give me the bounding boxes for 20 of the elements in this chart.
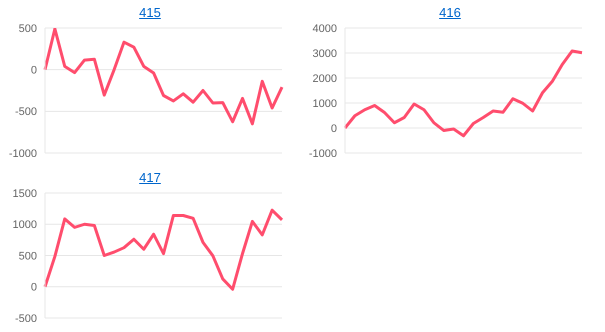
line-series [44,208,284,291]
y-tick-label: 1000 [12,219,37,232]
y-tick-label: 0 [330,122,337,135]
y-tick-label: 3000 [312,48,337,60]
y-tick-label: 0 [30,282,37,294]
y-tick-label: 500 [18,22,37,35]
y-tick-label: 0 [30,64,37,77]
y-tick-label: 1500 [12,188,37,200]
y-tick-label: 2000 [312,72,337,85]
line-series [344,50,584,138]
chart-title: 416 [438,4,462,22]
chart-title: 415 [138,4,162,22]
chart-title: 417 [138,169,162,187]
y-tick-label: 500 [18,250,37,262]
y-tick-label: -500 [14,312,37,325]
y-tick-label: -1000 [8,148,37,160]
y-tick-label: -500 [14,106,37,118]
y-tick-label: -1000 [308,148,337,160]
y-tick-label: 4000 [312,22,337,35]
y-tick-label: 1000 [312,98,337,110]
